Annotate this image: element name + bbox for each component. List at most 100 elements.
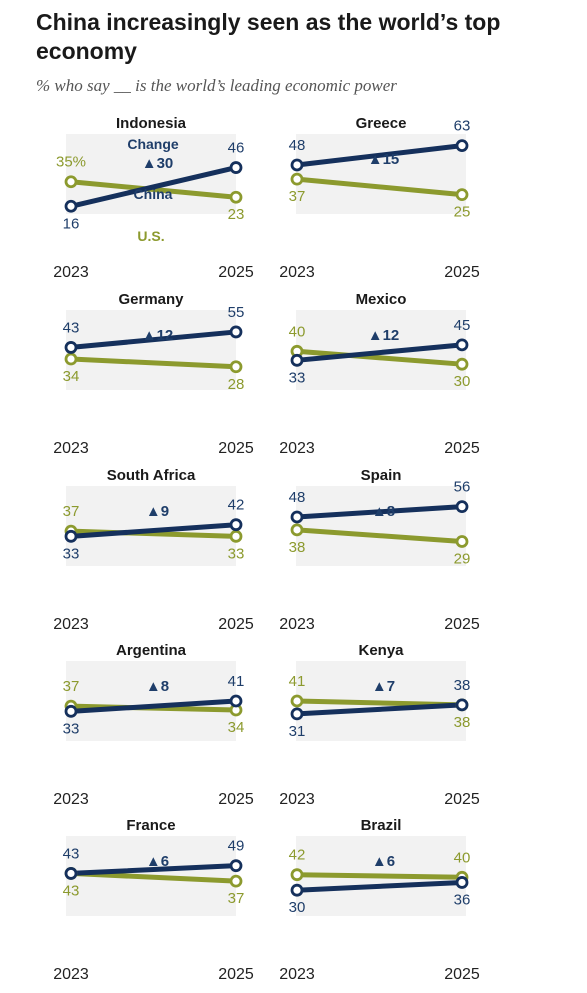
panel-brazil: Brazil 30 42 36 40 ▲6 2023 2025 xyxy=(279,817,480,983)
year-label-2025: 2025 xyxy=(218,264,254,281)
china-point xyxy=(290,353,304,367)
china-value-2023: 31 xyxy=(289,723,306,740)
china-point xyxy=(64,529,78,543)
china-line xyxy=(294,702,465,717)
us-line xyxy=(294,527,465,544)
country-title: Kenya xyxy=(358,642,404,659)
us-value-2023: 37 xyxy=(289,188,306,205)
us-value-2023: 43 xyxy=(63,882,80,899)
china-point xyxy=(64,199,78,213)
china-line xyxy=(68,165,239,209)
china-value-2025: 46 xyxy=(228,140,245,157)
us-line xyxy=(68,356,239,370)
china-value-2025: 36 xyxy=(454,891,471,908)
china-line xyxy=(294,342,465,363)
us-line xyxy=(294,348,465,367)
china-value-2025: 55 xyxy=(228,304,245,321)
country-title: Spain xyxy=(361,467,402,484)
china-value-2025: 49 xyxy=(228,838,245,855)
year-label-2025: 2025 xyxy=(218,791,254,808)
year-label-2023: 2023 xyxy=(53,966,89,983)
china-line xyxy=(294,504,465,520)
china-value-2025: 42 xyxy=(228,497,245,514)
us-value-2023: 40 xyxy=(289,323,306,340)
us-point xyxy=(64,175,78,189)
year-label-2025: 2025 xyxy=(218,616,254,633)
country-title: France xyxy=(126,817,175,834)
panel-spain: Spain 48 38 56 29 ▲8 2023 2025 xyxy=(279,467,480,633)
us-value-2023: 42 xyxy=(289,847,306,864)
year-label-2023: 2023 xyxy=(279,616,315,633)
us-value-2025: 40 xyxy=(454,849,471,866)
panel-indonesia: Indonesia 16 35% 46 23 ▲30 2023 2025 Change China… xyxy=(53,115,254,281)
us-value-2025: 29 xyxy=(454,550,471,567)
us-point xyxy=(290,694,304,708)
china-line xyxy=(294,879,465,893)
country-title: Brazil xyxy=(361,817,402,834)
panel-background xyxy=(296,486,466,566)
china-value-2023: 43 xyxy=(63,845,80,862)
china-point xyxy=(455,500,469,514)
country-title: Indonesia xyxy=(116,115,187,132)
us-line xyxy=(294,176,465,198)
panel-mexico: Mexico 33 40 45 30 ▲12 2023 2025 xyxy=(279,291,480,457)
us-value-2025: 25 xyxy=(454,204,471,221)
year-label-2025: 2025 xyxy=(218,440,254,457)
us-point xyxy=(290,172,304,186)
china-point xyxy=(455,876,469,889)
change-label: ▲8 xyxy=(372,503,395,520)
china-point xyxy=(64,341,78,354)
china-point xyxy=(229,325,243,339)
us-value-2025: 23 xyxy=(228,206,245,223)
us-line xyxy=(68,179,239,200)
year-label-2025: 2025 xyxy=(218,966,254,983)
us-value-2025: 37 xyxy=(228,890,245,907)
year-label-2025: 2025 xyxy=(444,440,480,457)
us-point xyxy=(229,360,243,374)
year-label-2023: 2023 xyxy=(279,966,315,983)
china-point xyxy=(290,707,304,721)
china-value-2025: 45 xyxy=(454,317,471,334)
china-value-2023: 33 xyxy=(63,720,80,737)
china-value-2025: 56 xyxy=(454,479,471,496)
china-point xyxy=(229,518,243,532)
panel-argentina: Argentina 33 37 41 34 ▲8 2023 2025 xyxy=(53,642,254,808)
us-value-2025: 30 xyxy=(454,373,471,390)
country-title: Greece xyxy=(356,115,407,132)
us-value-2023: 37 xyxy=(63,503,80,520)
change-label: ▲9 xyxy=(146,503,169,520)
us-point xyxy=(229,190,243,204)
china-point xyxy=(290,883,304,897)
change-label: ▲12 xyxy=(142,327,174,344)
us-point xyxy=(455,188,469,202)
us-line xyxy=(68,870,239,884)
china-point xyxy=(229,694,243,708)
year-label-2023: 2023 xyxy=(53,791,89,808)
us-point xyxy=(290,868,304,882)
country-title: Germany xyxy=(118,291,184,308)
us-line xyxy=(294,872,465,880)
china-point xyxy=(229,859,243,873)
us-point xyxy=(229,874,243,888)
china-point xyxy=(455,139,469,153)
china-point xyxy=(64,867,78,880)
panel-kenya: Kenya 31 41 38 38 ▲7 2023 2025 xyxy=(279,642,480,808)
us-point xyxy=(229,529,243,543)
chart-title: China increasingly seen as the world’s t… xyxy=(36,9,501,64)
china-point xyxy=(455,698,469,712)
change-label: ▲6 xyxy=(146,853,169,870)
legend-china: China xyxy=(134,186,173,202)
us-point xyxy=(64,352,78,366)
panel-background xyxy=(66,310,236,390)
china-point xyxy=(455,338,469,352)
panel-germany: Germany 43 34 55 28 ▲12 2023 2025 xyxy=(53,291,254,457)
chart-subtitle: % who say __ is the world’s leading econ… xyxy=(36,76,397,95)
china-value-2023: 33 xyxy=(63,545,80,562)
year-label-2023: 2023 xyxy=(279,791,315,808)
panel-greece: Greece 48 37 63 25 ▲15 2023 2025 xyxy=(279,115,480,281)
us-value-2023: 41 xyxy=(289,673,306,690)
china-line xyxy=(294,143,465,168)
us-value-2025: 28 xyxy=(228,376,245,393)
china-value-2023: 16 xyxy=(63,215,80,232)
